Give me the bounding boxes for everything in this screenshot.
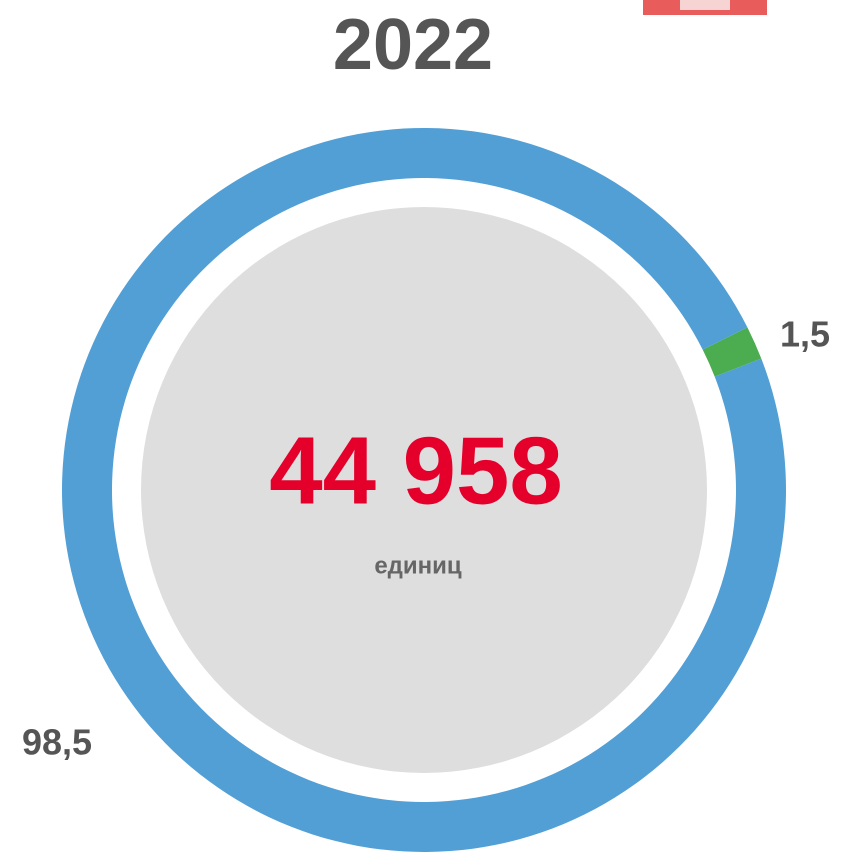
center-disc xyxy=(141,207,707,773)
center-value: 44 958 xyxy=(269,417,563,524)
data-label: 98,5 xyxy=(22,722,92,763)
icon-detail xyxy=(680,0,730,10)
chart-title: 2022 xyxy=(333,5,493,85)
segments xyxy=(62,127,786,852)
donut-segment xyxy=(702,327,762,377)
data-label: 1,5 xyxy=(780,314,830,355)
center-label: единиц xyxy=(374,552,462,579)
corner-icon xyxy=(643,0,767,15)
